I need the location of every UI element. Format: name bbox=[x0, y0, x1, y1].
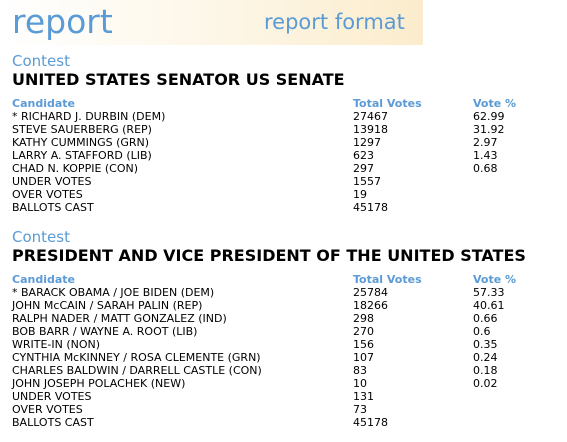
votes-cell: 297 bbox=[353, 162, 374, 175]
votes-cell: 270 bbox=[353, 325, 374, 338]
table-row: KATHY CUMMINGS (GRN) 1297 2.97 bbox=[12, 136, 553, 149]
column-header-vote-percent: Vote % bbox=[473, 97, 517, 110]
candidate-cell: CHAD N. KOPPIE (CON) bbox=[12, 162, 139, 175]
contest-label: Contest bbox=[12, 228, 70, 246]
results-table: Candidate Total Votes Vote % * BARACK OB… bbox=[12, 273, 553, 429]
votes-cell: 19 bbox=[353, 188, 367, 201]
votes-cell: 623 bbox=[353, 149, 374, 162]
votes-cell: 1297 bbox=[353, 136, 381, 149]
votes-cell: 25784 bbox=[353, 286, 388, 299]
table-row: WRITE-IN (NON) 156 0.35 bbox=[12, 338, 553, 351]
table-row: RALPH NADER / MATT GONZALEZ (IND) 298 0.66 bbox=[12, 312, 553, 325]
table-row: OVER VOTES 73 bbox=[12, 403, 553, 416]
percent-cell: 0.6 bbox=[473, 325, 491, 338]
table-header-row: Candidate Total Votes Vote % bbox=[12, 273, 553, 286]
column-header-total-votes: Total Votes bbox=[353, 97, 422, 110]
column-header-candidate: Candidate bbox=[12, 97, 75, 110]
votes-cell: 18266 bbox=[353, 299, 388, 312]
candidate-cell: * BARACK OBAMA / JOE BIDEN (DEM) bbox=[12, 286, 215, 299]
votes-cell: 45178 bbox=[353, 201, 388, 214]
table-row: CHARLES BALDWIN / DARRELL CASTLE (CON) 83… bbox=[12, 364, 553, 377]
percent-cell bbox=[473, 416, 553, 429]
table-row: UNDER VOTES 1557 bbox=[12, 175, 553, 188]
column-header-vote-percent: Vote % bbox=[473, 273, 517, 286]
percent-cell: 0.68 bbox=[473, 162, 498, 175]
contest-senate: Contest UNITED STATES SENATOR US SENATE … bbox=[12, 53, 557, 214]
votes-cell: 27467 bbox=[353, 110, 388, 123]
table-row: OVER VOTES 19 bbox=[12, 188, 553, 201]
contest-president: Contest PRESIDENT AND VICE PRESIDENT OF … bbox=[12, 229, 557, 429]
votes-cell: 1557 bbox=[353, 175, 381, 188]
candidate-cell: JOHN McCAIN / SARAH PALIN (REP) bbox=[12, 299, 203, 312]
table-row: CYNTHIA McKINNEY / ROSA CLEMENTE (GRN) 10… bbox=[12, 351, 553, 364]
table-row: JOHN McCAIN / SARAH PALIN (REP) 18266 40.6… bbox=[12, 299, 553, 312]
votes-cell: 13918 bbox=[353, 123, 388, 136]
contest-label: Contest bbox=[12, 52, 70, 70]
candidate-cell: STEVE SAUERBERG (REP) bbox=[12, 123, 152, 136]
percent-cell bbox=[473, 201, 553, 214]
votes-cell: 107 bbox=[353, 351, 374, 364]
table-header-row: Candidate Total Votes Vote % bbox=[12, 97, 553, 110]
table-row: LARRY A. STAFFORD (LIB) 623 1.43 bbox=[12, 149, 553, 162]
site-brand: report bbox=[12, 2, 113, 41]
percent-cell bbox=[473, 175, 553, 188]
column-header-total-votes: Total Votes bbox=[353, 273, 422, 286]
report-format-link[interactable]: report format bbox=[264, 10, 405, 34]
table-row: STEVE SAUERBERG (REP) 13918 31.92 bbox=[12, 123, 553, 136]
table-row: BOB BARR / WAYNE A. ROOT (LIB) 270 0.6 bbox=[12, 325, 553, 338]
candidate-cell: UNDER VOTES bbox=[12, 390, 92, 403]
percent-cell: 0.02 bbox=[473, 377, 498, 390]
votes-cell: 156 bbox=[353, 338, 374, 351]
contest-title: UNITED STATES SENATOR US SENATE bbox=[12, 70, 345, 89]
percent-cell: 0.66 bbox=[473, 312, 498, 325]
percent-cell: 1.43 bbox=[473, 149, 498, 162]
percent-cell: 40.61 bbox=[473, 299, 505, 312]
candidate-cell: OVER VOTES bbox=[12, 188, 83, 201]
table-row: BALLOTS CAST 45178 bbox=[12, 416, 553, 429]
page-header: report report format bbox=[0, 0, 423, 45]
candidate-cell: BALLOTS CAST bbox=[12, 416, 94, 429]
candidate-cell: BOB BARR / WAYNE A. ROOT (LIB) bbox=[12, 325, 198, 338]
candidate-cell: CYNTHIA McKINNEY / ROSA CLEMENTE (GRN) bbox=[12, 351, 261, 364]
votes-cell: 45178 bbox=[353, 416, 388, 429]
percent-cell: 31.92 bbox=[473, 123, 505, 136]
percent-cell bbox=[473, 188, 553, 201]
percent-cell: 57.33 bbox=[473, 286, 505, 299]
results-table: Candidate Total Votes Vote % * RICHARD J… bbox=[12, 97, 553, 214]
percent-cell: 0.18 bbox=[473, 364, 498, 377]
table-row: * BARACK OBAMA / JOE BIDEN (DEM) 25784 57.… bbox=[12, 286, 553, 299]
percent-cell: 0.35 bbox=[473, 338, 498, 351]
votes-cell: 298 bbox=[353, 312, 374, 325]
candidate-cell: WRITE-IN (NON) bbox=[12, 338, 101, 351]
table-row: BALLOTS CAST 45178 bbox=[12, 201, 553, 214]
votes-cell: 73 bbox=[353, 403, 367, 416]
votes-cell: 131 bbox=[353, 390, 374, 403]
column-header-candidate: Candidate bbox=[12, 273, 75, 286]
candidate-cell: LARRY A. STAFFORD (LIB) bbox=[12, 149, 152, 162]
candidate-cell: BALLOTS CAST bbox=[12, 201, 94, 214]
candidate-cell: KATHY CUMMINGS (GRN) bbox=[12, 136, 150, 149]
contest-title: PRESIDENT AND VICE PRESIDENT OF THE UNIT… bbox=[12, 246, 526, 265]
percent-cell: 0.24 bbox=[473, 351, 498, 364]
percent-cell bbox=[473, 403, 553, 416]
table-row: * RICHARD J. DURBIN (DEM) 27467 62.99 bbox=[12, 110, 553, 123]
candidate-cell: RALPH NADER / MATT GONZALEZ (IND) bbox=[12, 312, 227, 325]
percent-cell bbox=[473, 390, 553, 403]
table-row: JOHN JOSEPH POLACHEK (NEW) 10 0.02 bbox=[12, 377, 553, 390]
candidate-cell: UNDER VOTES bbox=[12, 175, 92, 188]
percent-cell: 2.97 bbox=[473, 136, 498, 149]
table-row: UNDER VOTES 131 bbox=[12, 390, 553, 403]
candidate-cell: CHARLES BALDWIN / DARRELL CASTLE (CON) bbox=[12, 364, 262, 377]
percent-cell: 62.99 bbox=[473, 110, 505, 123]
votes-cell: 10 bbox=[353, 377, 367, 390]
table-row: CHAD N. KOPPIE (CON) 297 0.68 bbox=[12, 162, 553, 175]
candidate-cell: OVER VOTES bbox=[12, 403, 83, 416]
candidate-cell: JOHN JOSEPH POLACHEK (NEW) bbox=[12, 377, 186, 390]
votes-cell: 83 bbox=[353, 364, 367, 377]
candidate-cell: * RICHARD J. DURBIN (DEM) bbox=[12, 110, 166, 123]
